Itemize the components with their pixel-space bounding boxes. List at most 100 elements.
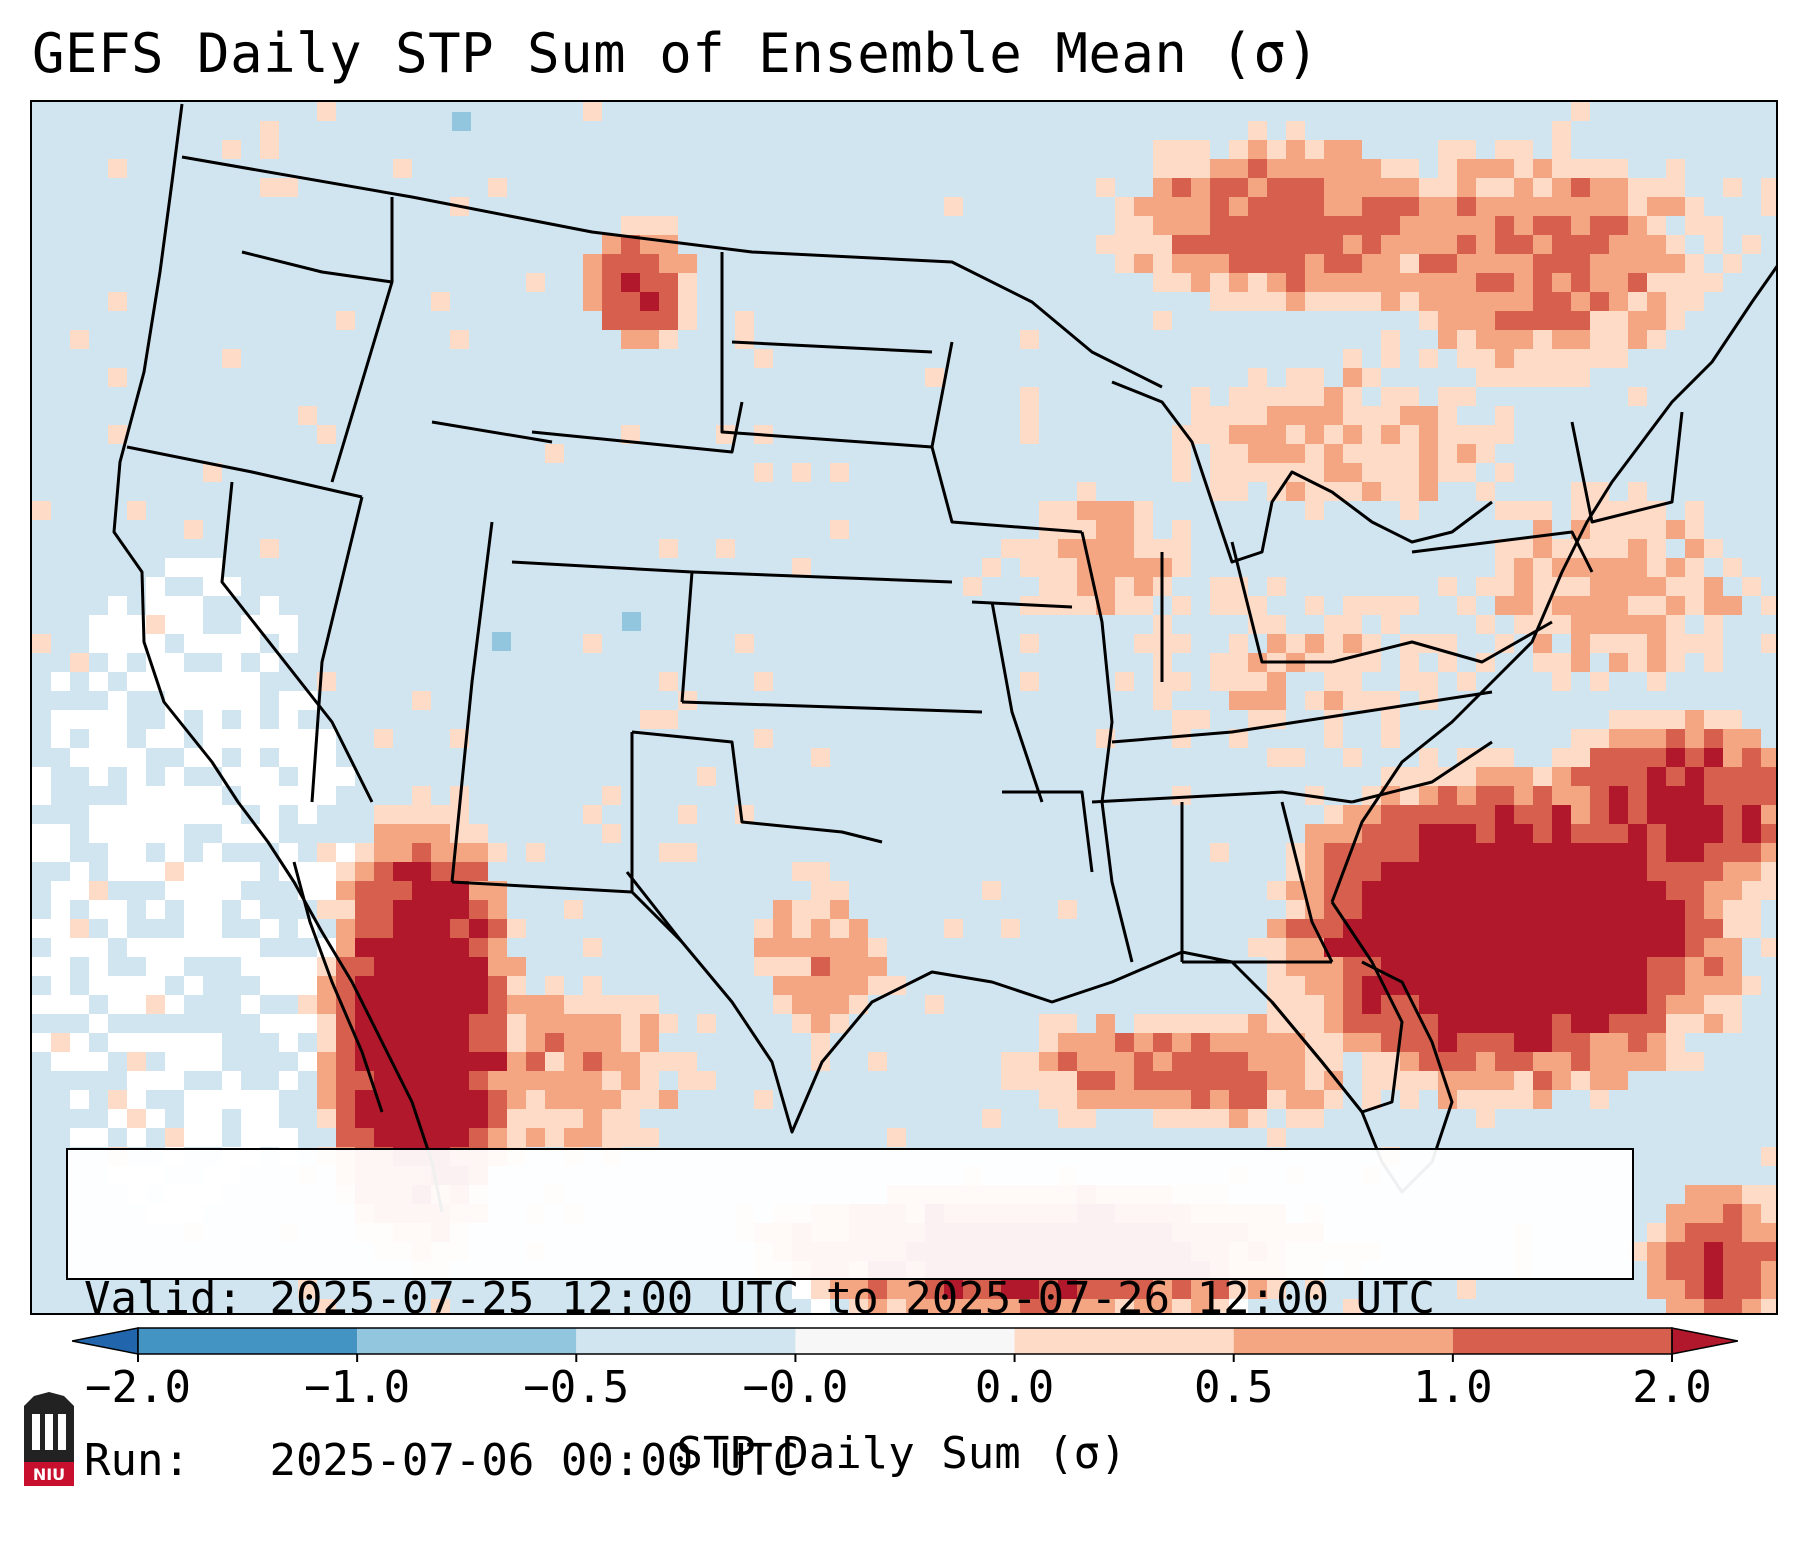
- stp-grid-cell: [1210, 1280, 1229, 1299]
- colorbar-bin: [576, 1328, 796, 1354]
- stp-grid-cell: [1381, 387, 1400, 406]
- stp-grid-cell: [1552, 121, 1571, 140]
- stp-grid-cell: [279, 1071, 298, 1090]
- stp-grid-cell: [1267, 1052, 1286, 1071]
- stp-grid-cell: [355, 919, 374, 938]
- stp-grid-cell: [1457, 425, 1476, 444]
- stp-grid-cell: [621, 216, 640, 235]
- stp-grid-cell: [203, 786, 222, 805]
- stp-grid-cell: [1761, 786, 1776, 805]
- stp-grid-cell: [127, 1090, 146, 1109]
- stp-grid-cell: [165, 672, 184, 691]
- stp-grid-cell: [1704, 938, 1723, 957]
- run-row: Run: 2025-07-06 00:00 UTC: [84, 1434, 1616, 1488]
- stp-grid-cell: [659, 292, 678, 311]
- stp-grid-cell: [1457, 444, 1476, 463]
- stp-grid-cell: [1647, 596, 1666, 615]
- stp-grid-cell: [1362, 1071, 1381, 1090]
- stp-grid-cell: [1552, 254, 1571, 273]
- stp-grid-cell: [1647, 710, 1666, 729]
- stp-grid-cell: [811, 919, 830, 938]
- stp-grid-cell: [1438, 235, 1457, 254]
- stp-grid-cell: [1381, 957, 1400, 976]
- stp-grid-cell: [32, 786, 51, 805]
- stp-grid-cell: [1248, 235, 1267, 254]
- stp-grid-cell: [1362, 197, 1381, 216]
- colorbar-bin: [1233, 1328, 1453, 1354]
- stp-grid-cell: [298, 995, 317, 1014]
- stp-grid-cell: [1685, 1052, 1704, 1071]
- stp-grid-cell: [1704, 596, 1723, 615]
- stp-grid-cell: [1343, 957, 1362, 976]
- stp-grid-cell: [1742, 1261, 1761, 1280]
- stp-grid-cell: [602, 786, 621, 805]
- stp-grid-cell: [1267, 672, 1286, 691]
- stp-grid-cell: [1229, 254, 1248, 273]
- stp-grid-cell: [1305, 425, 1324, 444]
- stp-grid-cell: [1381, 843, 1400, 862]
- stp-grid-cell: [1115, 1033, 1134, 1052]
- stp-grid-cell: [1191, 216, 1210, 235]
- stp-grid-cell: [1609, 805, 1628, 824]
- stp-grid-cell: [1495, 881, 1514, 900]
- stp-grid-cell: [1343, 235, 1362, 254]
- stp-grid-cell: [1172, 786, 1191, 805]
- ut-co-line: [450, 521, 494, 883]
- stp-grid-cell: [488, 1033, 507, 1052]
- stp-grid-cell: [374, 1109, 393, 1128]
- stp-grid-cell: [203, 634, 222, 653]
- stp-grid-cell: [393, 995, 412, 1014]
- stp-grid-cell: [526, 1128, 545, 1147]
- stp-grid-cell: [602, 1109, 621, 1128]
- stp-grid-cell: [127, 615, 146, 634]
- stp-grid-cell: [1590, 235, 1609, 254]
- stp-grid-cell: [336, 1128, 355, 1147]
- stp-grid-cell: [1666, 957, 1685, 976]
- stp-grid-cell: [184, 1090, 203, 1109]
- stp-grid-cell: [1723, 900, 1742, 919]
- stp-grid-cell: [1324, 672, 1343, 691]
- stp-grid-cell: [165, 938, 184, 957]
- stp-grid-cell: [393, 1128, 412, 1147]
- stp-grid-cell: [1704, 900, 1723, 919]
- stp-grid-cell: [526, 273, 545, 292]
- stp-grid-cell: [1172, 216, 1191, 235]
- stp-grid-cell: [1077, 1109, 1096, 1128]
- stp-grid-cell: [1571, 957, 1590, 976]
- stp-grid-cell: [260, 1128, 279, 1147]
- stp-grid-cell: [70, 938, 89, 957]
- stp-grid-cell: [868, 957, 887, 976]
- stp-grid-cell: [1552, 368, 1571, 387]
- stp-grid-cell: [1438, 311, 1457, 330]
- stp-grid-cell: [1267, 1071, 1286, 1090]
- mt-south: [431, 420, 553, 444]
- stp-grid-cell: [1495, 900, 1514, 919]
- stp-grid-cell: [1020, 387, 1039, 406]
- stp-grid-cell: [1761, 1242, 1776, 1261]
- stp-grid-cell: [108, 919, 127, 938]
- stp-grid-cell: [184, 919, 203, 938]
- stp-grid-cell: [1647, 1052, 1666, 1071]
- stp-grid-cell: [431, 862, 450, 881]
- stp-grid-cell: [1476, 235, 1495, 254]
- stp-grid-cell: [89, 824, 108, 843]
- stp-grid-cell: [1172, 197, 1191, 216]
- stp-grid-cell: [1704, 862, 1723, 881]
- stp-grid-cell: [336, 843, 355, 862]
- stp-grid-cell: [32, 501, 51, 520]
- stp-grid-cell: [1647, 748, 1666, 767]
- stp-grid-cell: [431, 292, 450, 311]
- colorbar-bin: [1014, 1328, 1234, 1354]
- stp-grid-cell: [1704, 273, 1723, 292]
- stp-grid-cell: [1666, 577, 1685, 596]
- stp-grid-cell: [1571, 615, 1590, 634]
- stp-grid-cell: [222, 634, 241, 653]
- stp-grid-cell: [1267, 615, 1286, 634]
- stp-grid-cell: [1134, 1014, 1153, 1033]
- stp-grid-cell: [1362, 254, 1381, 273]
- stp-grid-cell: [1267, 919, 1286, 938]
- stp-grid-cell: [32, 767, 51, 786]
- stp-grid-cell: [1628, 938, 1647, 957]
- stp-grid-cell: [1647, 900, 1666, 919]
- stp-grid-cell: [393, 805, 412, 824]
